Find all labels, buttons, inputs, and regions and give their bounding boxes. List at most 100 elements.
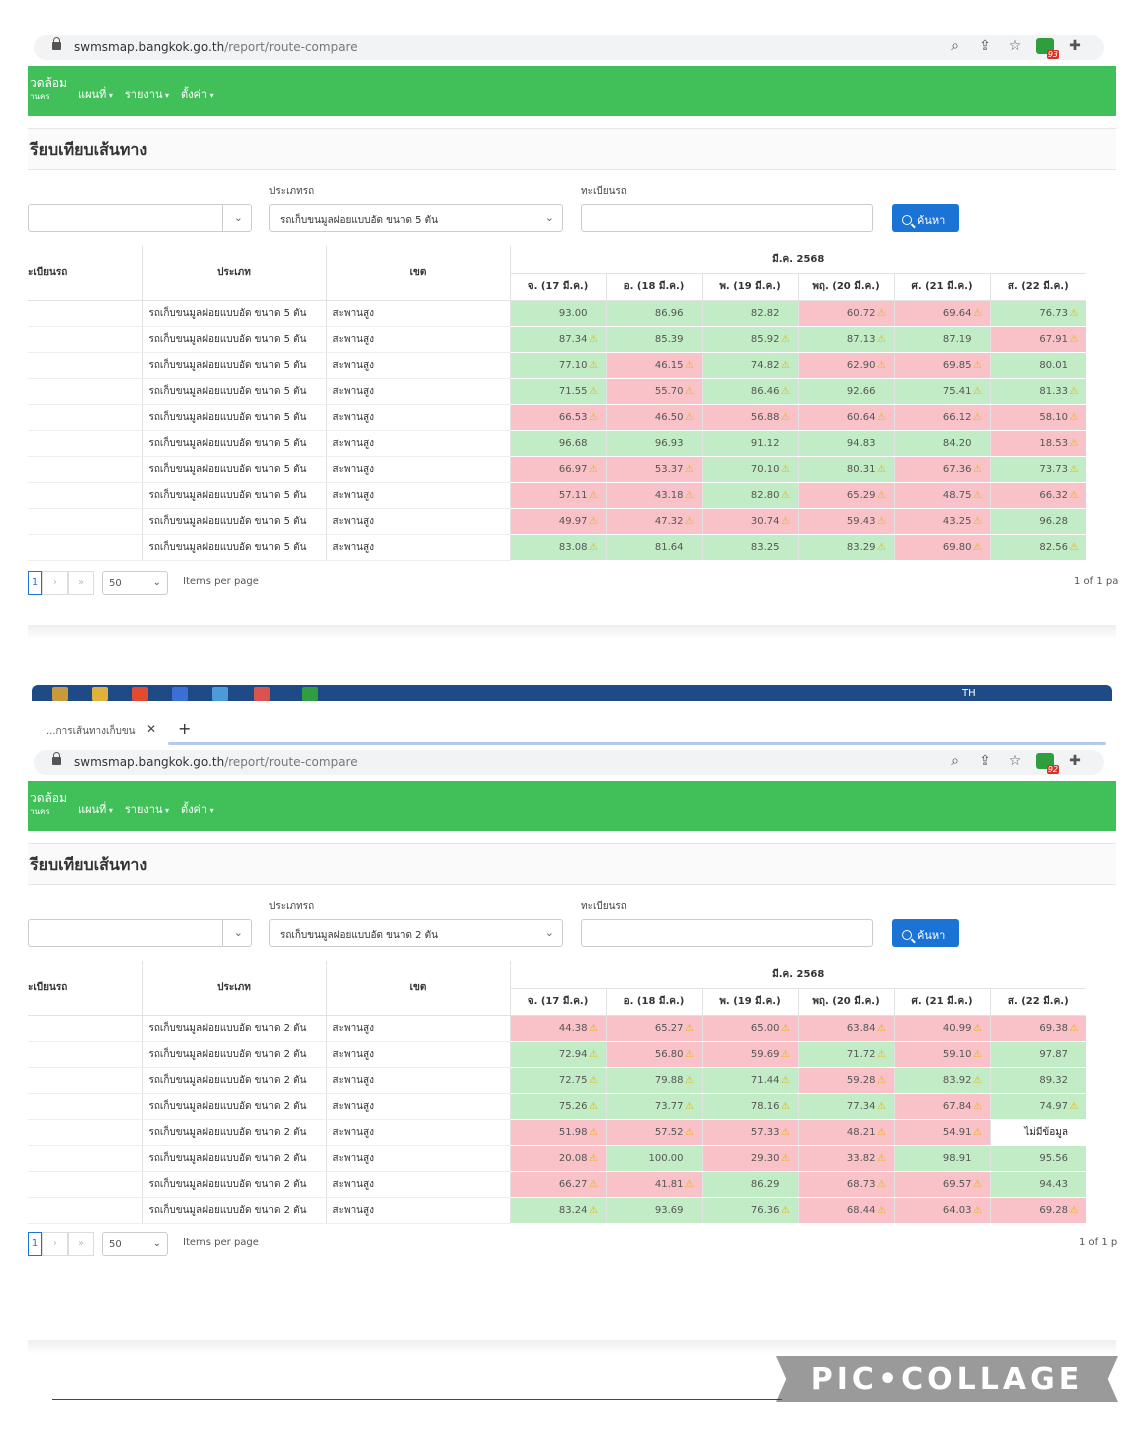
- col-header-zone[interactable]: เขต: [325, 961, 510, 1016]
- score-cell: 86.96: [605, 300, 702, 327]
- table-row[interactable]: รถเก็บขนมูลฝอยแบบอัด ขนาด 2 ตัน สะพานสูง 5…: [28, 1119, 1086, 1146]
- score-value: 73.77: [654, 1100, 684, 1112]
- line-icon[interactable]: [302, 687, 318, 701]
- table-row[interactable]: รถเก็บขนมูลฝอยแบบอัด ขนาด 5 ตัน สะพานสูง 9…: [28, 430, 1086, 458]
- puzzle-icon[interactable]: ✚: [1069, 753, 1081, 769]
- brand-logo[interactable]: วดล้อม านคร: [30, 791, 68, 817]
- warning-icon: ⚠: [877, 307, 886, 319]
- plate-input[interactable]: [581, 919, 873, 947]
- table-row[interactable]: รถเก็บขนมูลฝอยแบบอัด ขนาด 2 ตัน สะพานสูง 7…: [28, 1067, 1086, 1094]
- share-icon[interactable]: ⇪: [979, 38, 991, 54]
- col-header-day[interactable]: ศ. (21 มี.ค.): [893, 273, 990, 301]
- url-text[interactable]: swmsmap.bangkok.go.th/report/route-compa…: [74, 755, 358, 769]
- chevron-down-icon: ⌄: [544, 211, 554, 224]
- table-row[interactable]: รถเก็บขนมูลฝอยแบบอัด ขนาด 2 ตัน สะพานสูง 4…: [28, 1015, 1086, 1042]
- col-header-day[interactable]: ส. (22 มี.ค.): [989, 273, 1086, 301]
- nav-menu-item[interactable]: รายงาน: [125, 803, 169, 816]
- table-row[interactable]: รถเก็บขนมูลฝอยแบบอัด ขนาด 5 ตัน สะพานสูง 7…: [28, 352, 1086, 379]
- folder-icon[interactable]: [52, 687, 68, 701]
- vehicle-type-select[interactable]: รถเก็บขนมูลฝอยแบบอัด ขนาด 5 ตัน ⌄: [269, 204, 563, 232]
- nav-menu-item[interactable]: ตั้งค่า: [181, 803, 214, 816]
- tab-close-icon[interactable]: ✕: [146, 722, 157, 736]
- table-row[interactable]: รถเก็บขนมูลฝอยแบบอัด ขนาด 5 ตัน สะพานสูง 6…: [28, 456, 1086, 484]
- col-header-day[interactable]: ส. (22 มี.ค.): [989, 988, 1086, 1016]
- per-page-select[interactable]: 50 ⌄: [102, 571, 168, 595]
- warning-icon: ⚠: [877, 516, 886, 528]
- new-tab-icon[interactable]: +: [178, 719, 192, 738]
- score-value: 74.97: [1039, 1100, 1068, 1112]
- plate-input[interactable]: [581, 204, 873, 232]
- col-header-day[interactable]: จ. (17 มี.ค.): [509, 273, 606, 301]
- table-row[interactable]: รถเก็บขนมูลฝอยแบบอัด ขนาด 5 ตัน สะพานสูง 8…: [28, 326, 1086, 353]
- url-field[interactable]: swmsmap.bangkok.go.th/report/route-compa…: [34, 35, 1104, 60]
- col-header-plate[interactable]: ะเบียนรถ: [28, 246, 142, 301]
- share-icon[interactable]: ⇪: [979, 753, 991, 769]
- col-header-plate[interactable]: ะเบียนรถ: [28, 961, 142, 1016]
- col-header-day[interactable]: อ. (18 มี.ค.): [605, 988, 702, 1016]
- col-header-day[interactable]: พ. (19 มี.ค.): [701, 988, 798, 1016]
- table-row[interactable]: รถเก็บขนมูลฝอยแบบอัด ขนาด 5 ตัน สะพานสูง 5…: [28, 482, 1086, 510]
- page-1-button[interactable]: 1: [28, 1232, 42, 1256]
- col-header-type[interactable]: ประเภท: [141, 246, 326, 301]
- chrome-icon[interactable]: [132, 687, 148, 701]
- warning-icon: ⚠: [781, 385, 790, 397]
- chrome-active-icon[interactable]: [254, 687, 270, 701]
- table-row[interactable]: รถเก็บขนมูลฝอยแบบอัด ขนาด 5 ตัน สะพานสูง 4…: [28, 508, 1086, 536]
- col-header-day[interactable]: อ. (18 มี.ค.): [605, 273, 702, 301]
- col-header-day[interactable]: จ. (17 มี.ค.): [509, 988, 606, 1016]
- next-page-button[interactable]: ›: [42, 1232, 68, 1256]
- browser-tab-title[interactable]: ...การเส้นทางเก็บขน: [46, 726, 136, 737]
- search-button[interactable]: ค้นหา: [892, 919, 959, 947]
- col-header-day[interactable]: พ. (19 มี.ค.): [701, 273, 798, 301]
- nav-menu-item[interactable]: ตั้งค่า: [181, 88, 214, 101]
- type-cell: รถเก็บขนมูลฝอยแบบอัด ขนาด 2 ตัน: [141, 1119, 326, 1146]
- warning-icon: ⚠: [589, 542, 598, 554]
- col-header-zone[interactable]: เขต: [325, 246, 510, 301]
- district-select[interactable]: ⌄: [28, 919, 252, 947]
- route-compare-table: ะเบียนรถ ประเภท เขต มี.ค. 2568 จ. (17 มี.ค.)…: [28, 961, 1086, 1225]
- star-icon[interactable]: ☆: [1008, 753, 1022, 769]
- nav-menu-item[interactable]: รายงาน: [125, 88, 169, 101]
- per-page-select[interactable]: 50 ⌄: [102, 1232, 168, 1256]
- extension-icon[interactable]: 93: [1030, 38, 1060, 59]
- district-select[interactable]: ⌄: [28, 204, 252, 232]
- col-header-day[interactable]: พฤ. (20 มี.ค.): [797, 273, 894, 301]
- taskbar-language[interactable]: TH: [962, 688, 976, 699]
- extension-icon[interactable]: 92: [1030, 753, 1060, 774]
- table-row[interactable]: รถเก็บขนมูลฝอยแบบอัด ขนาด 2 ตัน สะพานสูง 8…: [28, 1197, 1086, 1225]
- score-cell: 83.24 ⚠: [509, 1197, 606, 1225]
- table-row[interactable]: รถเก็บขนมูลฝอยแบบอัด ขนาด 2 ตัน สะพานสูง 7…: [28, 1093, 1086, 1120]
- star-icon[interactable]: ☆: [1008, 38, 1022, 54]
- url-text[interactable]: swmsmap.bangkok.go.th/report/route-compa…: [74, 40, 358, 54]
- search-button[interactable]: ค้นหา: [892, 204, 959, 232]
- table-row[interactable]: รถเก็บขนมูลฝอยแบบอัด ขนาด 5 ตัน สะพานสูง 7…: [28, 378, 1086, 405]
- brand-logo[interactable]: วดล้อม านคร: [30, 76, 68, 102]
- zone-cell: สะพานสูง: [325, 1119, 510, 1146]
- last-page-button[interactable]: »: [68, 571, 94, 595]
- puzzle-icon[interactable]: ✚: [1069, 38, 1081, 54]
- col-header-type[interactable]: ประเภท: [141, 961, 326, 1016]
- table-row[interactable]: รถเก็บขนมูลฝอยแบบอัด ขนาด 5 ตัน สะพานสูง 6…: [28, 404, 1086, 431]
- table-row[interactable]: รถเก็บขนมูลฝอยแบบอัด ขนาด 2 ตัน สะพานสูง 7…: [28, 1041, 1086, 1068]
- col-header-day[interactable]: ศ. (21 มี.ค.): [893, 988, 990, 1016]
- zoom-icon[interactable]: ⌕: [951, 753, 959, 769]
- vehicle-type-select[interactable]: รถเก็บขนมูลฝอยแบบอัด ขนาด 2 ตัน ⌄: [269, 919, 563, 947]
- nav-menu-item[interactable]: แผนที่: [78, 803, 113, 816]
- page-1-button[interactable]: 1: [28, 571, 42, 595]
- table-row[interactable]: รถเก็บขนมูลฝอยแบบอัด ขนาด 5 ตัน สะพานสูง 9…: [28, 300, 1086, 327]
- last-page-button[interactable]: »: [68, 1232, 94, 1256]
- score-cell: 83.92 ⚠: [893, 1067, 990, 1094]
- score-cell: 54.91 ⚠: [893, 1119, 990, 1146]
- zoom-app-icon[interactable]: [172, 687, 188, 701]
- col-header-day[interactable]: พฤ. (20 มี.ค.): [797, 988, 894, 1016]
- table-row[interactable]: รถเก็บขนมูลฝอยแบบอัด ขนาด 2 ตัน สะพานสูง 6…: [28, 1171, 1086, 1199]
- table-row[interactable]: รถเก็บขนมูลฝอยแบบอัด ขนาด 5 ตัน สะพานสูง 8…: [28, 534, 1086, 562]
- browser-icon[interactable]: [212, 687, 228, 701]
- table-row[interactable]: รถเก็บขนมูลฝอยแบบอัด ขนาด 2 ตัน สะพานสูง 2…: [28, 1145, 1086, 1173]
- next-page-button[interactable]: ›: [42, 571, 68, 595]
- app-icon[interactable]: [92, 687, 108, 701]
- score-value: 58.10: [1039, 411, 1068, 423]
- zoom-icon[interactable]: ⌕: [951, 38, 959, 54]
- nav-menu-item[interactable]: แผนที่: [78, 88, 113, 101]
- url-field[interactable]: swmsmap.bangkok.go.th/report/route-compa…: [34, 750, 1104, 775]
